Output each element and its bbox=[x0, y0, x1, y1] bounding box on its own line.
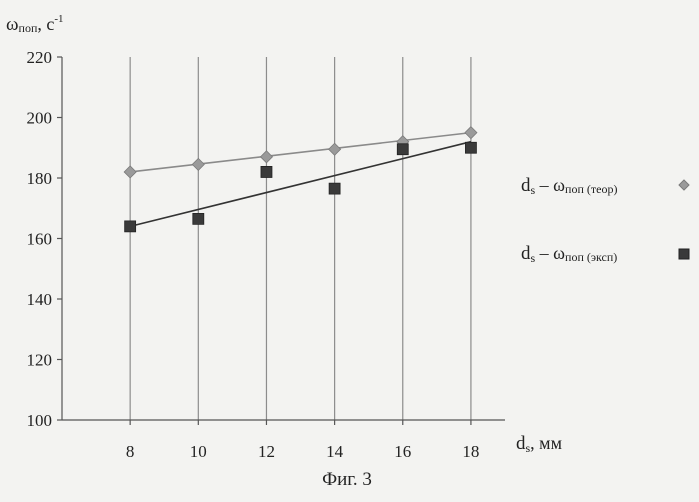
data-point-series-1-5 bbox=[465, 141, 477, 154]
data-point-series-0-3 bbox=[328, 142, 342, 156]
x-tick-label-14: 14 bbox=[326, 442, 344, 461]
data-point-series-1-4 bbox=[396, 143, 409, 156]
data-point-series-1-3 bbox=[328, 182, 341, 195]
data-point-series-1-1 bbox=[192, 212, 205, 225]
trend-lines bbox=[129, 131, 472, 228]
y-axis-title: ωпоп, с-1 bbox=[6, 13, 64, 35]
y-tick-label-100: 100 bbox=[27, 411, 53, 430]
x-axis-title: ds, мм bbox=[516, 433, 562, 455]
trend-line-series-0 bbox=[130, 131, 472, 173]
x-tick-label-10: 10 bbox=[190, 442, 207, 461]
x-tick-label-8: 8 bbox=[126, 442, 135, 461]
data-point-series-1-0 bbox=[124, 220, 137, 233]
y-tick-label-200: 200 bbox=[27, 109, 53, 128]
x-tick-label-18: 18 bbox=[462, 442, 479, 461]
y-tick-label-220: 220 bbox=[27, 48, 53, 67]
legend-entry-theory: ds – ωпоп (теор) bbox=[521, 175, 690, 197]
x-tick-labels: 8 10 12 14 16 18 bbox=[126, 442, 480, 461]
y-tick-label-140: 140 bbox=[27, 290, 53, 309]
x-tick-label-16: 16 bbox=[394, 442, 411, 461]
y-tick-labels: 100 120 140 160 180 200 220 bbox=[27, 48, 53, 430]
data-point-series-0-5 bbox=[464, 126, 478, 140]
figure-caption: Фиг. 3 bbox=[322, 469, 372, 490]
legend-label-experiment: ds – ωпоп (эксп) bbox=[521, 243, 617, 265]
y-tick-label-180: 180 bbox=[27, 169, 53, 188]
grid bbox=[129, 57, 472, 420]
legend-label-theory: ds – ωпоп (теор) bbox=[521, 175, 617, 197]
data-point-series-1-2 bbox=[260, 166, 273, 178]
y-tick-label-160: 160 bbox=[27, 230, 53, 249]
y-tick-label-120: 120 bbox=[27, 351, 53, 370]
data-markers bbox=[123, 126, 478, 233]
data-point-series-0-2 bbox=[259, 150, 274, 164]
legend-entry-experiment: ds – ωпоп (эксп) bbox=[521, 243, 690, 265]
data-point-series-0-1 bbox=[191, 157, 205, 171]
axes bbox=[57, 56, 505, 425]
data-point-series-0-0 bbox=[123, 165, 137, 179]
trend-line-series-1 bbox=[129, 140, 472, 228]
x-tick-label-12: 12 bbox=[258, 442, 275, 461]
legend-diamond-marker bbox=[678, 179, 690, 191]
legend: ds – ωпоп (теор) ds – ωпоп (эксп) bbox=[521, 175, 690, 265]
legend-square-marker bbox=[678, 248, 690, 260]
